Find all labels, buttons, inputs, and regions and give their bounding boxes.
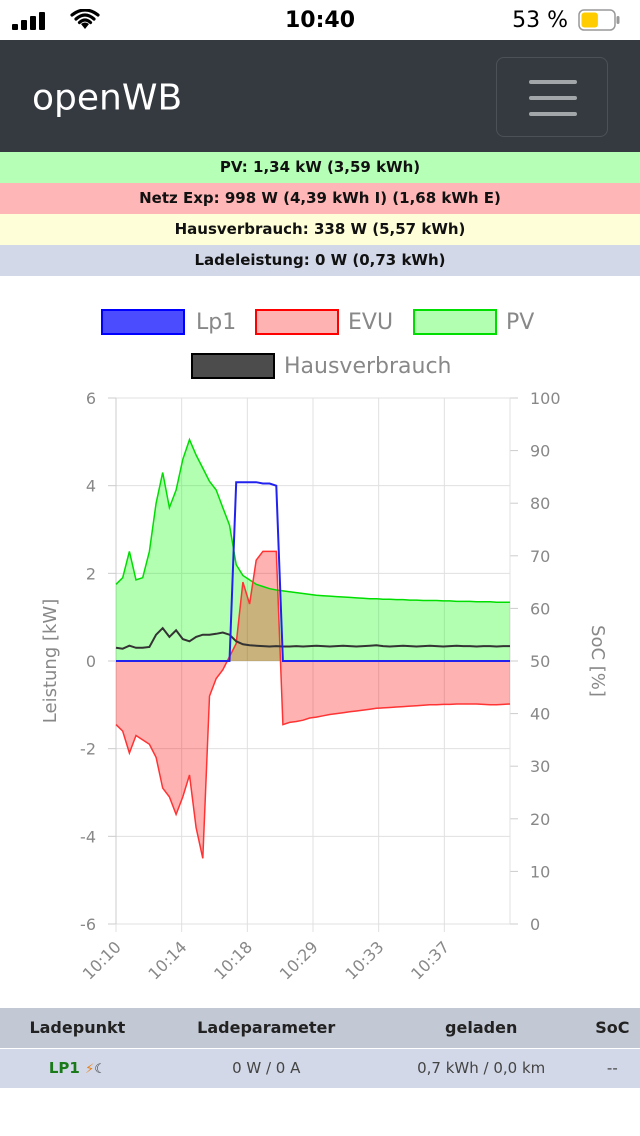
status-time: 10:40 bbox=[284, 8, 356, 33]
header-geladen: geladen bbox=[377, 1008, 585, 1048]
lp-name: LP1 bbox=[48, 1059, 80, 1078]
lade-summary: Ladeleistung: 0 W (0,73 kWh) bbox=[0, 245, 640, 276]
battery-icon bbox=[578, 9, 620, 31]
lp-name-cell[interactable]: LP1 ⚡☾ bbox=[0, 1047, 155, 1088]
y-tick-label: -2 bbox=[80, 740, 96, 759]
chart-svg: Lp1 EVU PVHausverbrauch6420-2-4-6100908070… bbox=[40, 309, 608, 983]
legend-label-hausverbrauch: Hausverbrauch bbox=[284, 354, 452, 379]
netz-summary: Netz Exp: 998 W (4,39 kWh I) (1,68 kWh E… bbox=[0, 183, 640, 214]
legend-swatch-evu bbox=[255, 309, 339, 335]
series-hausverbrauch-line bbox=[115, 626, 510, 650]
x-tick-label: 10:33 bbox=[341, 937, 387, 983]
y2-axis-label: SoC [%] bbox=[587, 625, 608, 697]
x-tick-label: 10:29 bbox=[276, 937, 322, 983]
y-tick-label: -6 bbox=[80, 915, 96, 934]
y2-tick-label: 90 bbox=[530, 442, 550, 461]
x-tick-label: 10:10 bbox=[79, 937, 125, 983]
wifi-icon bbox=[70, 9, 100, 29]
y2-tick-label: 20 bbox=[530, 810, 550, 829]
lp-soc: -- bbox=[584, 1047, 640, 1088]
signal-icon bbox=[12, 12, 45, 30]
series-pv-line bbox=[115, 437, 510, 604]
series-pv-area bbox=[116, 439, 510, 661]
header-ladeparameter: Ladeparameter bbox=[154, 1008, 378, 1048]
y2-tick-label: 100 bbox=[530, 389, 561, 408]
legend-swatch-hausverbrauch bbox=[191, 353, 275, 379]
battery-percent: 53 % bbox=[512, 8, 568, 33]
y-tick-label: 6 bbox=[86, 389, 96, 408]
navbar: openWB bbox=[0, 40, 640, 152]
lp-geladen: 0,7 kWh / 0,0 km bbox=[377, 1047, 585, 1088]
legend-label-pv: PV bbox=[506, 310, 534, 335]
y-tick-label: 4 bbox=[86, 477, 96, 496]
y2-tick-label: 50 bbox=[530, 652, 550, 671]
y2-tick-label: 10 bbox=[530, 862, 550, 881]
table-row[interactable]: LP1 ⚡☾ 0 W / 0 A 0,7 kWh / 0,0 km -- bbox=[0, 1047, 640, 1088]
legend-label-lp1: Lp1 bbox=[196, 310, 236, 335]
pv-summary: PV: 1,34 kW (3,59 kWh) bbox=[0, 152, 640, 183]
y-tick-label: 0 bbox=[86, 652, 96, 671]
x-tick-label: 10:37 bbox=[407, 937, 453, 983]
series-evu-area bbox=[116, 551, 510, 859]
x-tick-label: 10:14 bbox=[144, 937, 190, 983]
legend-swatch-pv bbox=[413, 309, 497, 335]
series-evu-line bbox=[115, 550, 511, 859]
header-ladepunkt: Ladepunkt bbox=[0, 1008, 155, 1048]
power-chart: Lp1 EVU PV Hausverbrauch 6 4 2 0 -2 -4 -6 100 90 80 70… bbox=[0, 276, 640, 1012]
plug-icon: ⚡ bbox=[85, 1062, 95, 1078]
haus-summary: Hausverbrauch: 338 W (5,57 kWh) bbox=[0, 214, 640, 245]
legend-swatch-lp1 bbox=[101, 309, 185, 335]
y-tick-label: -4 bbox=[80, 827, 96, 846]
header-soc: SoC bbox=[584, 1008, 640, 1048]
legend-label-evu: EVU bbox=[348, 310, 393, 335]
lp-parameter: 0 W / 0 A bbox=[154, 1047, 378, 1088]
y-axis-label: Leistung [kW] bbox=[40, 599, 61, 723]
ladepunkt-table: Ladepunkt Ladeparameter geladen SoC LP1 … bbox=[0, 1008, 640, 1088]
brand-title[interactable]: openWB bbox=[32, 77, 183, 119]
y2-tick-label: 70 bbox=[530, 547, 550, 566]
y2-tick-label: 0 bbox=[530, 915, 540, 934]
series-lp1-line bbox=[116, 481, 510, 662]
y-tick-label: 2 bbox=[86, 564, 96, 583]
x-tick-label: 10:18 bbox=[210, 937, 256, 983]
y2-tick-label: 60 bbox=[530, 599, 550, 618]
y2-tick-label: 80 bbox=[530, 494, 550, 513]
moon-icon: ☾ bbox=[94, 1062, 106, 1078]
status-bar: 10:40 53 % bbox=[0, 0, 640, 40]
hamburger-menu-icon[interactable] bbox=[496, 57, 608, 137]
y2-tick-label: 40 bbox=[530, 705, 550, 724]
y2-tick-label: 30 bbox=[530, 757, 550, 776]
